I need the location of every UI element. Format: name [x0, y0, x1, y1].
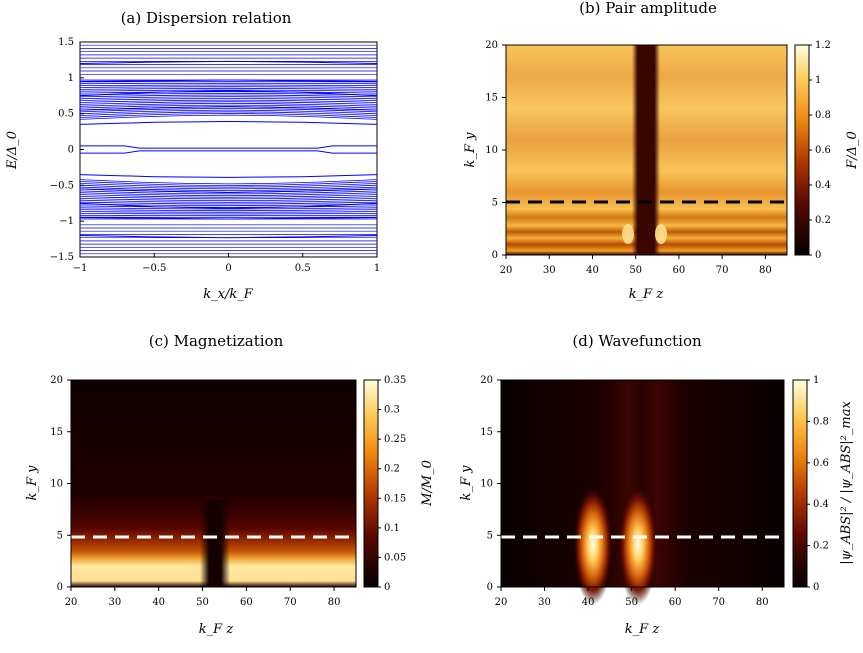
cb-tick-label: 0.2: [815, 215, 831, 226]
y-tick-label: −1: [59, 216, 74, 227]
y-tick-label: 20: [485, 40, 498, 51]
x-tick-label: 60: [669, 597, 682, 608]
y-tick-label: 0.5: [58, 109, 74, 120]
cb-tick-label: 0: [384, 582, 390, 593]
x-tick-label: 20: [500, 265, 513, 276]
cb-tick-label: 0.6: [815, 145, 831, 156]
panel-b-blob-left: [622, 224, 634, 244]
cb-tick-label: 0.35: [384, 375, 406, 386]
cb-tick-label: 0.2: [813, 541, 829, 552]
panel-c-xlabel: k_F z: [199, 622, 234, 637]
panel-b-colorbar: [795, 45, 809, 255]
y-tick-label: 0: [487, 582, 493, 593]
x-tick-label: 60: [240, 597, 253, 608]
y-tick-label: 5: [57, 530, 63, 541]
cb-tick-label: 0.2: [384, 464, 400, 475]
x-tick-label: 30: [538, 597, 551, 608]
panel-c-gap: [200, 500, 230, 587]
x-tick-label: 70: [716, 265, 729, 276]
cb-tick-label: 0.05: [384, 552, 406, 563]
panel-a-xlabel: k_x/k_F: [203, 287, 253, 302]
y-tick-label: 15: [50, 427, 63, 438]
panel-c-ylabel: k_F y: [25, 465, 40, 501]
cb-tick-label: 0.4: [813, 499, 829, 510]
cb-tick-label: 1.2: [815, 40, 831, 51]
panel-a-ylabel: E/Δ_0: [5, 131, 20, 170]
y-tick-label: −0.5: [50, 180, 74, 191]
x-tick-label: 40: [586, 265, 599, 276]
y-tick-label: 20: [50, 375, 63, 386]
panel-b-xlabel: k_F z: [629, 287, 664, 302]
y-tick-label: 5: [492, 198, 498, 209]
x-tick-label: 50: [629, 265, 642, 276]
panel-a: (a) Dispersion relation −1 −0.5 0 0.5 1 1.5 1 0…: [5, 9, 380, 302]
cb-tick-label: 1: [815, 75, 821, 86]
x-tick-label: 40: [152, 597, 165, 608]
x-tick-label: 20: [65, 597, 78, 608]
x-tick-label: 0.5: [295, 263, 311, 274]
cb-tick-label: 0.15: [384, 493, 406, 504]
y-tick-label: 15: [485, 93, 498, 104]
panel-c-colorbar: [364, 380, 378, 587]
x-tick-label: 1: [374, 263, 380, 274]
x-tick-label: 20: [495, 597, 508, 608]
y-tick-label: 1: [68, 73, 74, 84]
x-tick-label: −1: [73, 263, 88, 274]
y-tick-label: 10: [480, 479, 493, 490]
panel-b-cblabel: F/Δ_0: [845, 131, 860, 170]
cb-tick-label: 0.6: [813, 458, 829, 469]
y-tick-label: 20: [480, 375, 493, 386]
cb-tick-label: 0.1: [384, 523, 400, 534]
cb-tick-label: 0.3: [384, 405, 400, 416]
cb-tick-label: 0.25: [384, 434, 406, 445]
x-tick-label: 70: [284, 597, 297, 608]
x-tick-label: 50: [196, 597, 209, 608]
panel-d-xlabel: k_F z: [625, 622, 660, 637]
panel-b-title: (b) Pair amplitude: [579, 0, 717, 17]
x-tick-label: 40: [582, 597, 595, 608]
panel-c-cblabel: M/M_0: [420, 460, 435, 507]
panel-b-blob-right: [655, 224, 667, 244]
x-tick-label: 50: [625, 597, 638, 608]
y-tick-label: 5: [487, 530, 493, 541]
x-tick-label: 70: [712, 597, 725, 608]
y-tick-label: 0: [57, 582, 63, 593]
panel-d-ylabel: k_F y: [459, 465, 474, 501]
panel-d-title: (d) Wavefunction: [572, 332, 702, 350]
y-tick-label: −1.5: [50, 252, 74, 263]
panel-d-cblabel: |ψ_ABS|² / |ψ_ABS|²_max: [839, 401, 854, 565]
x-tick-label: 0: [225, 263, 231, 274]
x-tick-label: 80: [759, 265, 772, 276]
y-tick-label: 0: [492, 250, 498, 261]
cb-tick-label: 0.8: [813, 416, 829, 427]
cb-tick-label: 0: [813, 582, 819, 593]
y-tick-label: 0: [68, 145, 74, 156]
x-tick-label: 60: [673, 265, 686, 276]
panel-b-ylabel: k_F y: [463, 132, 478, 168]
y-tick-label: 1.5: [58, 37, 74, 48]
panel-d-colorbar: [793, 380, 807, 587]
panel-a-title: (a) Dispersion relation: [121, 9, 292, 27]
x-tick-label: −0.5: [142, 263, 166, 274]
x-tick-label: 80: [328, 597, 341, 608]
x-tick-label: 30: [108, 597, 121, 608]
y-tick-label: 15: [480, 427, 493, 438]
x-tick-label: 30: [543, 265, 556, 276]
panel-c-title: (c) Magnetization: [149, 332, 284, 350]
x-tick-label: 80: [756, 597, 769, 608]
cb-tick-label: 1: [813, 375, 819, 386]
cb-tick-label: 0: [815, 250, 821, 261]
y-tick-label: 10: [50, 479, 63, 490]
y-tick-label: 10: [485, 145, 498, 156]
cb-tick-label: 0.4: [815, 180, 831, 191]
panel-b-vortex-band: [632, 45, 660, 255]
cb-tick-label: 0.8: [815, 110, 831, 121]
